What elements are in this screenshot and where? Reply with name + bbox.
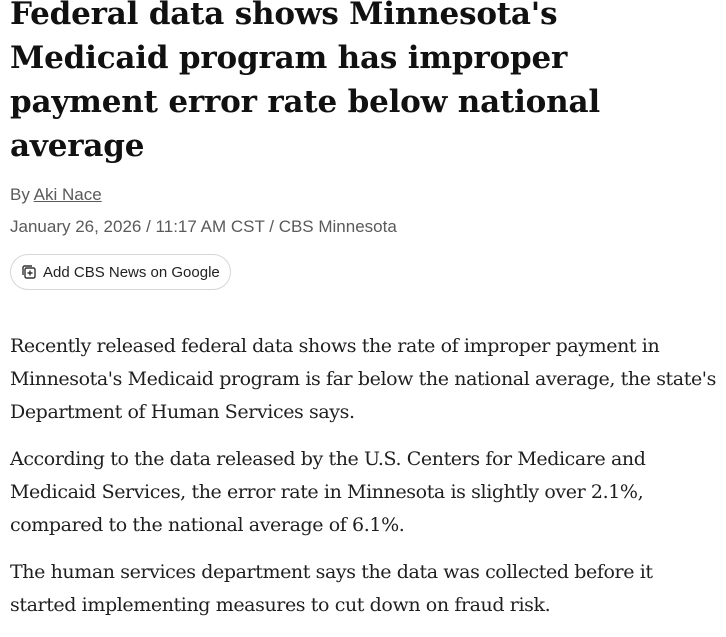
- article-body: Recently released federal data shows the…: [10, 330, 722, 622]
- headline: Federal data shows Minnesota's Medicaid …: [10, 0, 600, 164]
- add-to-stack-icon: [21, 264, 37, 280]
- byline-prefix: By: [10, 185, 30, 204]
- article: Federal data shows Minnesota's Medicaid …: [10, 0, 722, 636]
- byline: By Aki Nace: [10, 184, 722, 206]
- author-link[interactable]: Aki Nace: [33, 185, 102, 204]
- paragraph-2: According to the data released by the U.…: [10, 448, 646, 536]
- add-cbs-on-google-button[interactable]: Add CBS News on Google: [10, 254, 231, 290]
- google-button-label: Add CBS News on Google: [43, 263, 220, 281]
- paragraph-3: The human services department says the d…: [10, 561, 653, 616]
- paragraph-1: Recently released federal data shows the…: [10, 335, 716, 423]
- dateline: January 26, 2026 / 11:17 AM CST / CBS Mi…: [10, 217, 397, 236]
